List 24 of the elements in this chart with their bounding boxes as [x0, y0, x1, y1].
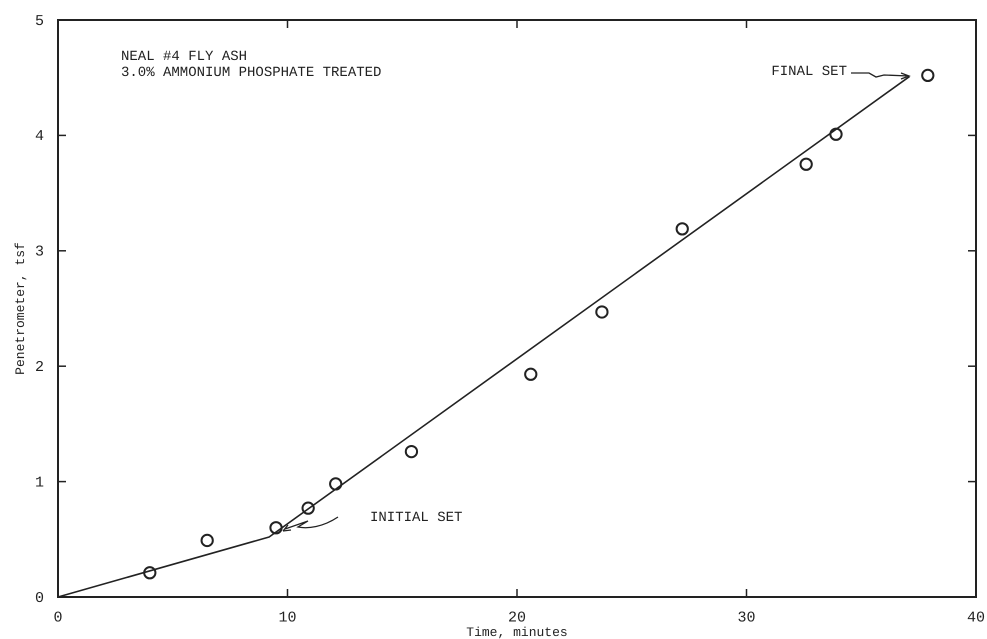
- y-tick-label: 3: [34, 244, 44, 261]
- y-tick-label: 1: [34, 474, 44, 492]
- point: [800, 158, 813, 171]
- point: [921, 68, 934, 82]
- point: [524, 368, 538, 381]
- text: 3.0% AMMONIUM PHOSPHATE TREATED: [121, 65, 382, 81]
- annotation: FINAL SET: [771, 64, 847, 80]
- x-tick-label: 20: [508, 610, 526, 627]
- y-tick-label: 2: [34, 359, 44, 376]
- point: [595, 305, 609, 319]
- y-tick-label: 5: [34, 12, 44, 30]
- x-tick-label: 40: [966, 610, 986, 627]
- point: [676, 222, 689, 236]
- point: [404, 444, 418, 458]
- x-axis-title: Time, minutes: [466, 625, 568, 639]
- text: NEAL #4 FLY ASH: [121, 49, 248, 65]
- x-tick-label: 0: [53, 610, 63, 627]
- point: [200, 534, 214, 548]
- x-tick-label: 10: [278, 610, 297, 627]
- annotation: INITIAL SET: [370, 510, 462, 526]
- x-tick-label: 30: [737, 610, 756, 627]
- y-tick-label: 0: [34, 590, 44, 607]
- y-axis-title: Penetrometer, tsf: [13, 242, 28, 375]
- y-tick-label: 4: [34, 128, 44, 146]
